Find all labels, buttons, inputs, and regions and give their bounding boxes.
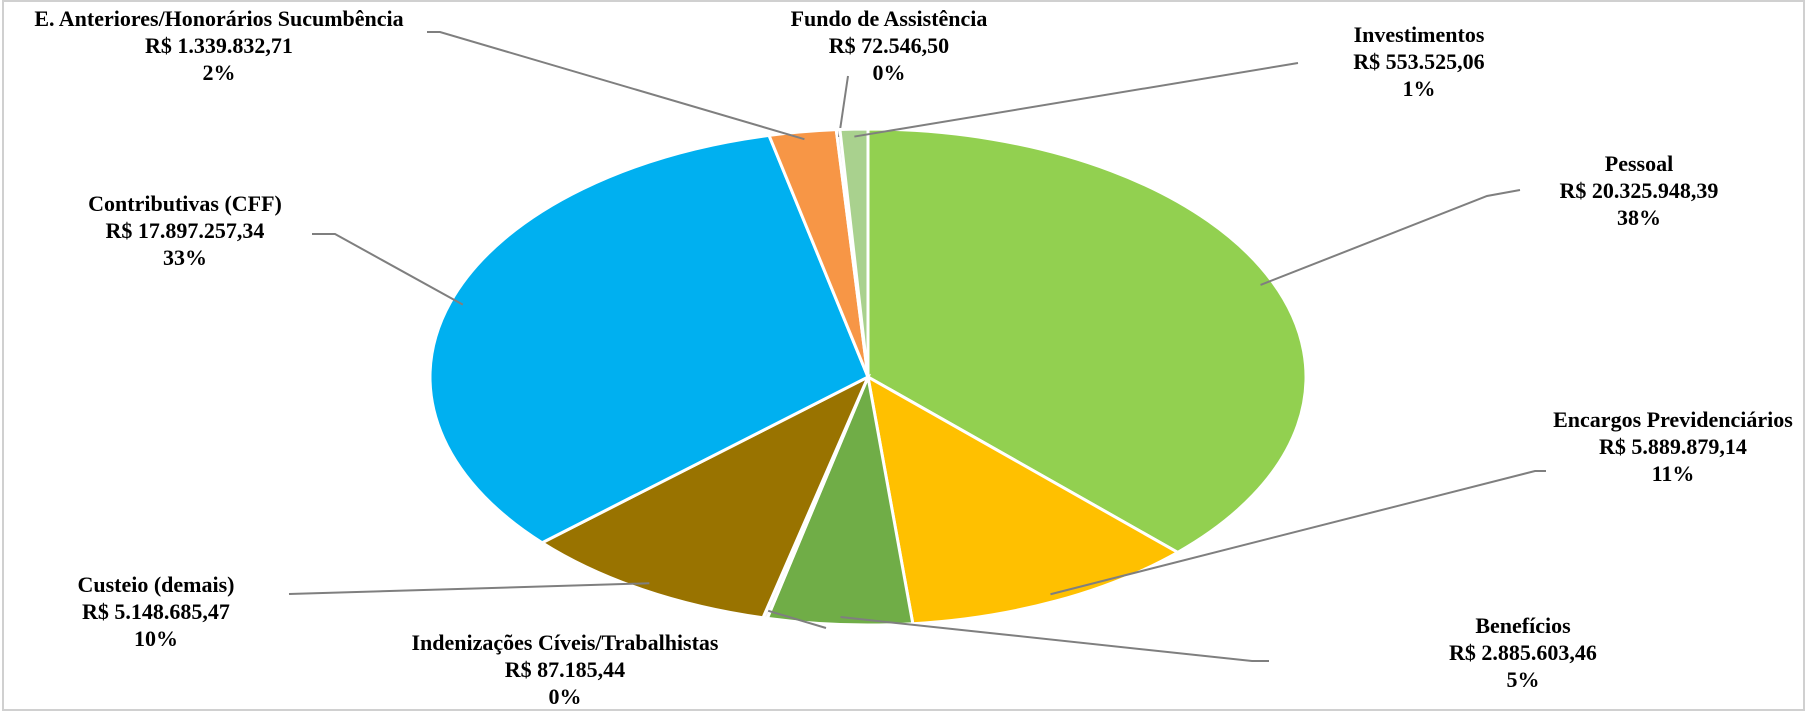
value-label: R$ 5.148.685,47 — [82, 599, 230, 624]
pie-slice — [838, 127, 870, 378]
percent-label: 2% — [202, 60, 236, 85]
slice-label: Custeio (demais) R$ 5.148.685,47 10% — [16, 571, 296, 652]
category-label: Benefícios — [1475, 613, 1571, 638]
category-label: Custeio (demais) — [77, 572, 235, 597]
value-label: R$ 553.525,06 — [1353, 49, 1485, 74]
leader-line — [854, 62, 1299, 138]
category-label: Pessoal — [1604, 151, 1674, 176]
percent-label: 0% — [872, 60, 906, 85]
leader-line — [288, 582, 650, 595]
percent-label: 11% — [1651, 461, 1695, 486]
value-label: R$ 20.325.948,39 — [1559, 178, 1719, 203]
pie-slice — [428, 133, 870, 545]
category-label: Investimentos — [1353, 22, 1485, 47]
pie-slice — [539, 373, 872, 620]
percent-label: 0% — [548, 684, 582, 709]
percent-label: 33% — [163, 245, 207, 270]
value-label: R$ 5.889.879,14 — [1599, 434, 1747, 459]
percent-label: 38% — [1617, 205, 1661, 230]
slice-label: Indenizações Cíveis/Trabalhistas R$ 87.18… — [355, 629, 775, 710]
leader-line — [837, 75, 849, 138]
leader-line — [1260, 189, 1521, 286]
pie-slice — [865, 374, 1181, 626]
value-label: R$ 72.546,50 — [828, 33, 950, 58]
slice-label: Benefícios R$ 2.885.603,46 5% — [1393, 612, 1653, 693]
percent-label: 10% — [134, 626, 178, 651]
value-label: R$ 87.185,44 — [504, 657, 626, 682]
value-label: R$ 1.339.832,71 — [145, 33, 293, 58]
slice-label: Encargos Previdenciários R$ 5.889.879,14 1… — [1553, 406, 1793, 487]
pie-slice — [866, 127, 1308, 555]
leader-line — [840, 616, 1269, 662]
category-label: Indenizações Cíveis/Trabalhistas — [411, 630, 719, 655]
value-label: R$ 2.885.603,46 — [1449, 640, 1597, 665]
slice-label: Investimentos R$ 553.525,06 1% — [1289, 21, 1549, 102]
percent-label: 1% — [1402, 76, 1436, 101]
leader-line — [767, 609, 827, 629]
slice-label: Contributivas (CFF) R$ 17.897.257,34 33% — [35, 190, 335, 271]
slice-label: Fundo de Assistência R$ 72.546,50 0% — [729, 5, 1049, 86]
percent-label: 5% — [1506, 667, 1540, 692]
category-label: Contributivas (CFF) — [88, 191, 282, 216]
leader-line — [427, 31, 805, 141]
category-label: Fundo de Assistência — [790, 6, 988, 31]
leader-line — [312, 233, 464, 306]
slice-label: E. Anteriores/Honorários Sucumbência R$ 1… — [0, 5, 439, 86]
slice-label: Pessoal R$ 20.325.948,39 38% — [1509, 150, 1769, 231]
value-label: R$ 17.897.257,34 — [105, 218, 265, 243]
leader-line — [1050, 470, 1546, 596]
category-label: E. Anteriores/Honorários Sucumbência — [34, 6, 404, 31]
category-label: Encargos Previdenciários — [1553, 407, 1793, 432]
